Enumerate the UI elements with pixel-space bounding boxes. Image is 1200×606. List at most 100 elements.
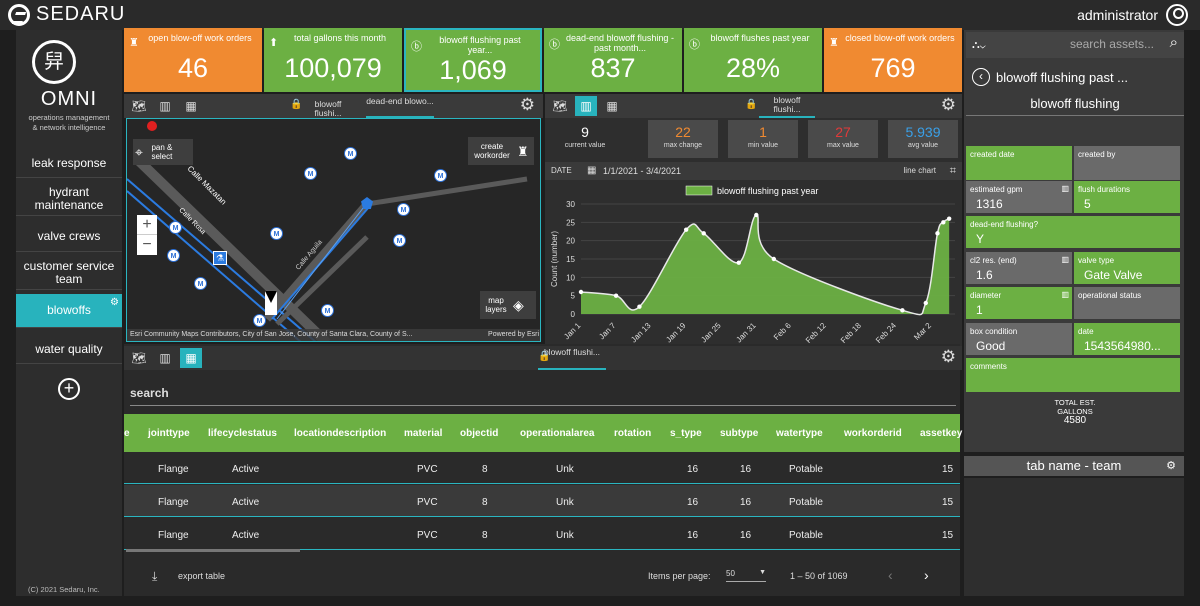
meter-marker-icon[interactable]: M [253, 314, 266, 327]
chart-icon[interactable]: ▥ [1061, 255, 1069, 264]
zoom-out-button[interactable]: − [142, 236, 152, 253]
column-header[interactable]: s_type [670, 428, 702, 439]
column-header[interactable]: e [124, 428, 130, 439]
asset-search-input[interactable]: search assets... [1069, 37, 1154, 51]
valve-marker-icon[interactable] [265, 291, 277, 315]
sidebar-item-valve-crews[interactable]: valve crews [16, 222, 122, 252]
flask-marker-icon[interactable]: ⚗ [213, 251, 227, 265]
add-dashboard-button[interactable]: + [58, 378, 80, 400]
sidebar-item-hydrant-maintenance[interactable]: hydrant maintenance [16, 182, 122, 216]
export-table-button[interactable]: export table [178, 571, 226, 581]
sidebar-item-customer-service-team[interactable]: customer service team [16, 256, 122, 290]
kpi-blowoff-flushing[interactable]: ⓑ blowoff flushing past year... 1,069 [404, 28, 542, 92]
map-view-icon[interactable]: 🗺 [131, 351, 147, 365]
map-tab-2[interactable]: dead-end blowo... [366, 97, 434, 118]
table-view-icon[interactable]: ▦ [606, 99, 618, 113]
column-header[interactable]: locationdescription [294, 428, 387, 439]
sidebar-item-water-quality[interactable]: water quality [16, 336, 122, 364]
map-view-icon[interactable]: 🗺 [131, 99, 147, 113]
gear-icon[interactable]: ⚙ [110, 297, 119, 308]
column-header[interactable]: subtype [720, 428, 759, 439]
date-range[interactable]: 1/1/2021 - 3/4/2021 [603, 166, 682, 176]
map-attribution: Esri Community Maps Contributors, City o… [127, 329, 540, 341]
kpi-open-work-orders[interactable]: ♜ open blow-off work orders 46 [124, 28, 262, 92]
table-row[interactable]: Flange Active PVC 8 Unk 16 16 Potable 15 [124, 518, 960, 550]
pan-select-button[interactable]: ⌖ pan & select [133, 139, 193, 165]
meter-marker-icon[interactable]: M [169, 221, 182, 234]
kpi-dead-end-flushing[interactable]: ⓑ dead-end blowoff flushing - past month.… [544, 28, 682, 92]
column-header[interactable]: jointtype [148, 428, 190, 439]
meter-marker-icon[interactable]: M [344, 147, 357, 160]
b-badge-icon: ⓑ [689, 39, 700, 51]
table-cell: Active [232, 464, 260, 475]
gear-icon[interactable]: ⚙ [940, 95, 956, 114]
column-header[interactable]: objectid [460, 428, 499, 439]
table-row[interactable]: Flange Active PVC 8 Unk 16 16 Potable 15 [124, 452, 960, 484]
map-layers-button[interactable]: map layers ◈ [480, 291, 536, 319]
meter-marker-icon[interactable]: M [194, 277, 207, 290]
chart-view-icon[interactable]: ▥ [159, 99, 171, 113]
prev-page-icon[interactable]: ‹ [888, 567, 893, 583]
table-row[interactable]: Flange Active PVC 8 Unk 16 16 Potable 15 [124, 485, 960, 517]
download-icon[interactable]: ⤓ [152, 569, 158, 583]
table-view-icon[interactable]: ▦ [180, 348, 202, 368]
gear-icon[interactable]: ⚙ [1166, 460, 1176, 472]
meter-marker-icon[interactable]: M [304, 167, 317, 180]
team-tab[interactable]: tab name - team ⚙ [964, 456, 1184, 476]
back-icon[interactable]: ‹ [972, 68, 990, 86]
column-header[interactable]: material [404, 428, 443, 439]
column-header[interactable]: workorderid [844, 428, 902, 439]
column-header[interactable]: operationalarea [520, 428, 595, 439]
chart-view-icon[interactable]: ▥ [159, 351, 171, 365]
table-tab[interactable]: blowoff flushi... [538, 348, 606, 370]
meter-marker-icon[interactable]: M [167, 249, 180, 262]
pentagon-marker-icon[interactable] [361, 197, 373, 209]
user-menu[interactable]: administrator [1077, 4, 1188, 26]
kpi-total-gallons[interactable]: ⬆ total gallons this month 100,079 [264, 28, 402, 92]
table-search-input[interactable]: search [130, 386, 956, 406]
user-avatar-icon[interactable] [1166, 4, 1188, 26]
sidebar-item-leak-response[interactable]: leak response [16, 150, 122, 178]
items-per-page-label: Items per page: [648, 571, 711, 581]
meter-marker-icon[interactable]: M [397, 203, 410, 216]
map-tab-1[interactable]: blowoff flushi... [304, 100, 352, 118]
field-label: estimated gpm [970, 185, 1023, 194]
meter-marker-icon[interactable]: M [270, 227, 283, 240]
legend-swatch [685, 185, 713, 196]
layers-icon: ◈ [513, 296, 524, 313]
horizontal-scrollbar[interactable] [126, 549, 300, 552]
gear-icon[interactable]: ⚙ [519, 95, 535, 114]
zoom-in-button[interactable]: + [137, 215, 157, 235]
column-header[interactable]: watertype [776, 428, 823, 439]
line-chart[interactable]: 0 5 10 15 20 25 30 Jan 1 Jan 7 Jan 13 Jan 19 Jan 25… [545, 182, 962, 344]
chart-icon[interactable]: ▥ [1061, 184, 1069, 193]
sidebar-item-blowoffs[interactable]: blowoffs ⚙ [16, 294, 122, 328]
calendar-icon[interactable]: ▦ [587, 165, 597, 176]
table-cell: PVC [417, 464, 438, 475]
column-header[interactable]: lifecyclestatus [208, 428, 277, 439]
asset-type-icon[interactable]: ⛬⌄ [972, 38, 986, 51]
search-icon[interactable]: ⌕ [1169, 34, 1178, 51]
kpi-flushes-percent[interactable]: ⓑ blowoff flushes past year 28% [684, 28, 822, 92]
chart-config-icon[interactable]: ⌗ [949, 165, 956, 177]
gear-icon[interactable]: ⚙ [940, 347, 956, 366]
create-workorder-button[interactable]: create workorder ♜ [468, 137, 534, 165]
map-view-icon[interactable]: 🗺 [552, 99, 568, 113]
red-marker-icon[interactable] [147, 121, 157, 131]
asset-search-bar[interactable]: ⛬⌄ search assets... ⌕ [966, 32, 1184, 58]
meter-marker-icon[interactable]: M [393, 234, 406, 247]
field-value: 1316 [976, 197, 1003, 211]
chart-icon[interactable]: ▥ [1061, 290, 1069, 299]
table-view-icon[interactable]: ▦ [185, 99, 197, 113]
meter-marker-icon[interactable]: M [321, 304, 334, 317]
map-view[interactable]: Calle Mazatan Calle Aguila Calle Rosa M … [126, 118, 541, 342]
kpi-closed-work-orders[interactable]: ♜ closed blow-off work orders 769 [824, 28, 962, 92]
meter-marker-icon[interactable]: M [434, 169, 447, 182]
chart-type-label[interactable]: line chart [903, 166, 936, 175]
column-header[interactable]: rotation [614, 428, 652, 439]
items-per-page-select[interactable]: 50 ▼ [726, 569, 766, 582]
chart-view-icon[interactable]: ▥ [575, 96, 597, 116]
next-page-icon[interactable]: › [924, 567, 929, 583]
chart-tab[interactable]: blowoff flushi... [759, 96, 815, 118]
column-header[interactable]: assetkey [920, 428, 963, 439]
